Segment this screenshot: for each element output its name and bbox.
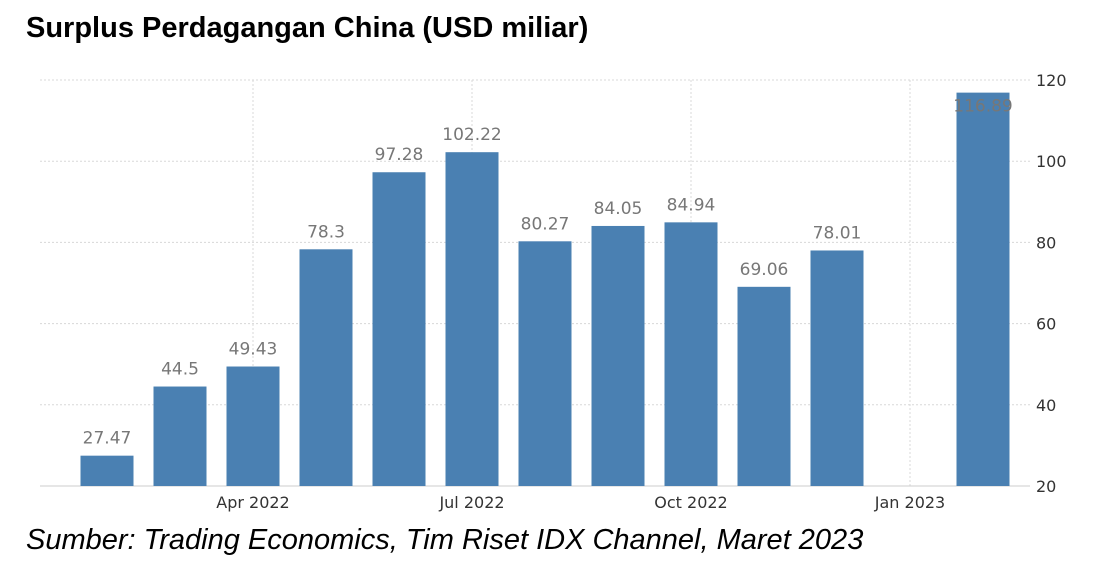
bar (956, 92, 1010, 487)
x-tick-label: Apr 2022 (216, 493, 289, 512)
y-tick-label: 60 (1036, 315, 1056, 334)
bar (737, 286, 791, 486)
data-label: 27.47 (83, 429, 132, 449)
x-tick-label: Jan 2023 (874, 493, 945, 512)
source-note: Sumber: Trading Economics, Tim Riset IDX… (26, 524, 864, 556)
bar (299, 249, 353, 486)
data-label: 49.43 (229, 340, 278, 360)
bar (664, 222, 718, 486)
y-axis-ticks: 20 40 60 80 100 120 (1036, 71, 1067, 496)
bar (518, 241, 572, 486)
data-label: 44.5 (161, 360, 199, 380)
bar (80, 455, 134, 486)
data-label: 78.01 (813, 223, 862, 243)
data-label: 84.05 (594, 199, 643, 219)
bars (80, 92, 1010, 487)
bar (445, 152, 499, 486)
data-label: 102.22 (442, 125, 501, 145)
x-axis-ticks: Apr 2022 Jul 2022 Oct 2022 Jan 2023 (216, 493, 945, 512)
bar (591, 225, 645, 486)
data-label: 69.06 (740, 260, 789, 280)
bar (153, 386, 207, 486)
data-labels: 27.47 44.5 49.43 78.3 97.28 102.22 80.27 84.05 8… (83, 97, 1013, 449)
chart-title: Surplus Perdagangan China (USD miliar) (26, 12, 589, 44)
bar (372, 172, 426, 486)
data-label: 97.28 (375, 145, 424, 165)
y-tick-label: 100 (1036, 152, 1067, 171)
y-tick-label: 40 (1036, 396, 1056, 415)
data-label: 84.94 (667, 195, 716, 215)
bar (810, 250, 864, 486)
data-label: 116.89 (953, 97, 1012, 117)
data-label: 80.27 (521, 214, 570, 234)
bar (226, 366, 280, 486)
data-label: 78.3 (307, 222, 345, 242)
y-tick-label: 20 (1036, 477, 1056, 496)
x-tick-label: Jul 2022 (438, 493, 504, 512)
y-tick-label: 80 (1036, 233, 1056, 252)
x-tick-label: Oct 2022 (654, 493, 727, 512)
y-tick-label: 120 (1036, 71, 1067, 90)
